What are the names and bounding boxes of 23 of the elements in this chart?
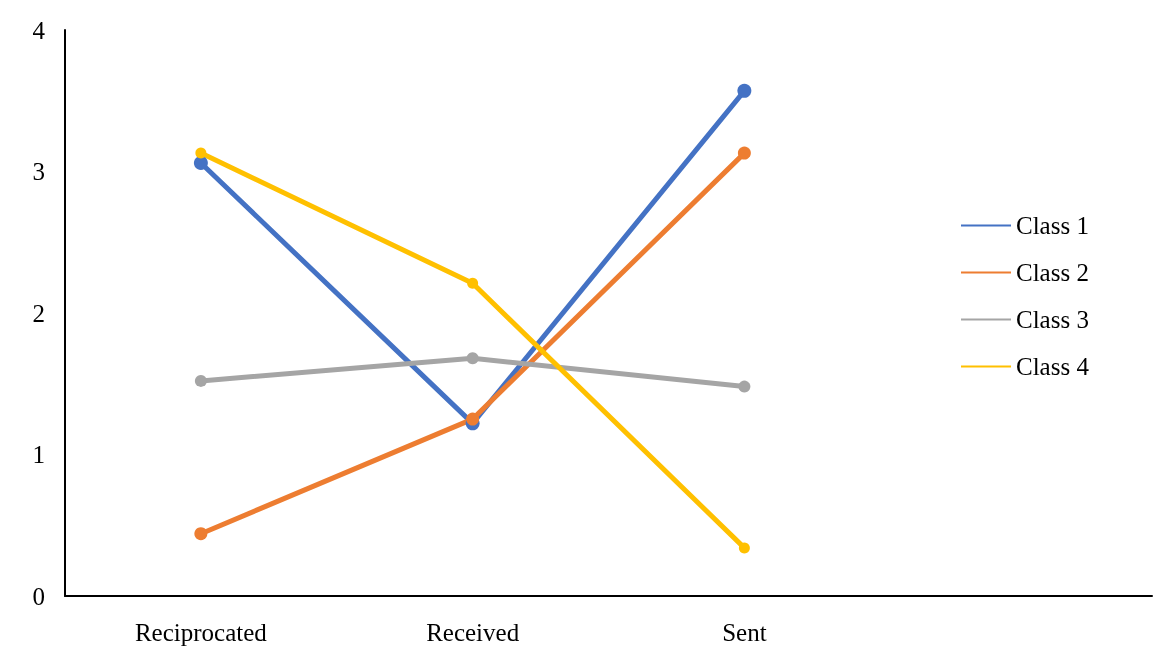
point: [737, 146, 751, 160]
y-tick-label: 1: [32, 441, 45, 468]
point: [466, 352, 479, 365]
point: [737, 83, 752, 98]
x-tick-label: Reciprocated: [134, 619, 268, 646]
point: [738, 380, 751, 393]
point: [195, 147, 207, 159]
y-tick-label: 2: [32, 299, 45, 327]
point: [466, 412, 480, 426]
y-tick-label: 3: [32, 158, 45, 185]
legend-label: Class 1: [1016, 212, 1089, 239]
point: [194, 374, 207, 387]
point: [738, 542, 750, 554]
x-tick-label: Received: [426, 619, 520, 646]
point: [193, 156, 208, 171]
legend-label: Class 2: [1016, 259, 1089, 286]
legend-label: Class 4: [1016, 353, 1090, 380]
point: [194, 527, 208, 541]
legend-label: Class 3: [1016, 306, 1089, 333]
x-tick-label: Sent: [722, 619, 767, 646]
y-tick-label: 0: [32, 582, 45, 610]
y-tick-label: 4: [32, 16, 46, 44]
point: [467, 277, 479, 289]
